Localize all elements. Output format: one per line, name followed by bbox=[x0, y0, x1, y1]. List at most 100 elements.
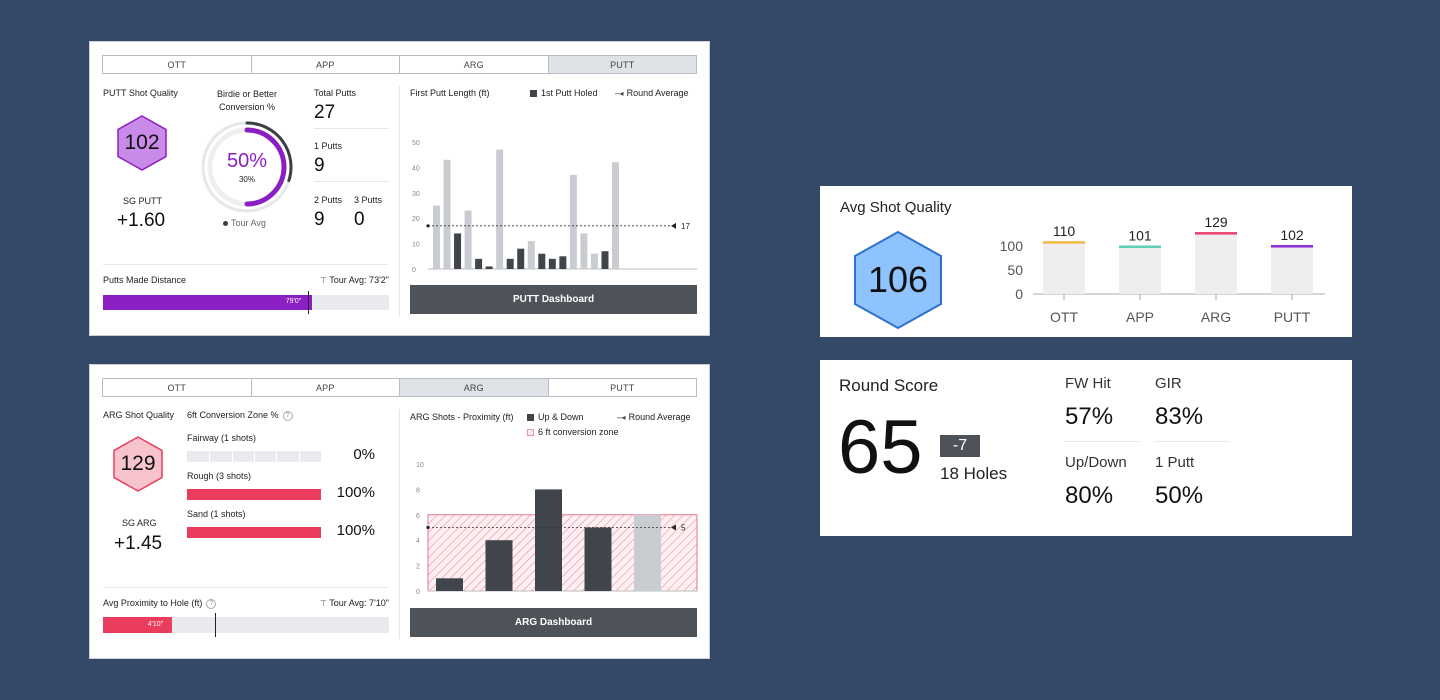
arg-card: OTT APP ARG PUTT ARG Shot Quality 129 SG… bbox=[89, 364, 710, 659]
y-tick-label: 30 bbox=[412, 191, 420, 198]
y-tick-label: 4 bbox=[416, 538, 420, 545]
y-tick-label: 0 bbox=[1015, 286, 1023, 302]
sg-value: +1.45 bbox=[114, 533, 163, 554]
tab-ott[interactable]: OTT bbox=[103, 56, 252, 73]
y-tick-label: 0 bbox=[412, 267, 416, 274]
bar-missed bbox=[496, 149, 504, 269]
total-putts-label: Total Putts bbox=[314, 88, 357, 98]
bar-missed bbox=[464, 210, 472, 269]
quality-bar bbox=[1119, 245, 1161, 294]
zone-track bbox=[187, 527, 321, 538]
help-icon[interactable]: ? bbox=[282, 410, 293, 421]
chart-legend: Up & Down ---◂ Round Average 6 ft convers… bbox=[527, 410, 690, 439]
tour-avg-marker bbox=[214, 613, 216, 637]
tab-app[interactable]: APP bbox=[252, 379, 400, 396]
tour-avg-marker bbox=[307, 291, 309, 314]
avg-shot-quality-chart: 0 50 100 110 OTT 101 APP 129 ARG 102 PUTT bbox=[1000, 214, 1325, 325]
tour-marker-icon: ⊤ bbox=[319, 276, 327, 285]
birdie-tour-value: 30% bbox=[238, 175, 255, 184]
help-icon[interactable]: ? bbox=[206, 598, 217, 609]
three-putts-value: 0 bbox=[354, 209, 365, 230]
round-score-label: Round Score bbox=[839, 376, 939, 395]
divider bbox=[103, 587, 388, 588]
chart-title: First Putt Length (ft) bbox=[410, 88, 490, 98]
three-putts-label: 3 Putts bbox=[354, 195, 383, 205]
tab-arg[interactable]: ARG bbox=[400, 56, 549, 73]
total-putts-value: 27 bbox=[314, 102, 336, 123]
chart-title: ARG Shots - Proximity (ft) bbox=[410, 412, 514, 422]
bar-missed bbox=[527, 241, 535, 269]
birdie-conversion-label: Birdie or Better Conversion % bbox=[216, 89, 278, 112]
category-label: OTT bbox=[1050, 309, 1078, 325]
bar-holed bbox=[538, 253, 546, 269]
zone-value: 100% bbox=[336, 522, 375, 539]
bar-holed bbox=[454, 233, 462, 269]
divider bbox=[1155, 441, 1229, 442]
fw-hit-value: 57% bbox=[1065, 403, 1114, 430]
avg-hexagon: 106 bbox=[850, 229, 946, 331]
tab-putt[interactable]: PUTT bbox=[548, 56, 696, 73]
tab-arg[interactable]: ARG bbox=[400, 379, 549, 396]
arg-dashboard-button[interactable]: ARG Dashboard bbox=[410, 608, 697, 637]
round-score-card: Round Score 65 -7 18 Holes FW Hit 57% GI… bbox=[820, 360, 1352, 536]
made-distance-tour-avg: ⊤ Tour Avg: 73'2" bbox=[319, 275, 389, 285]
putt-dashboard-button[interactable]: PUTT Dashboard bbox=[410, 285, 697, 314]
round-score-value: 65 bbox=[838, 405, 923, 490]
zone-track bbox=[187, 451, 321, 462]
bar-holed bbox=[601, 251, 609, 269]
zone-fill bbox=[187, 527, 321, 538]
to-par-badge: -7 bbox=[940, 435, 980, 457]
quality-bar-cap bbox=[1195, 232, 1237, 235]
bar-holed bbox=[506, 258, 514, 269]
shot-quality-label: ARG Shot Quality bbox=[103, 410, 175, 420]
one-putt-value: 50% bbox=[1155, 482, 1204, 509]
bar-holed bbox=[485, 266, 493, 269]
shot-quality-hexagon: 129 bbox=[111, 435, 165, 493]
one-putts-label: 1 Putts bbox=[314, 141, 343, 151]
avg-shot-quality-card: Avg Shot Quality 106 0 50 100 110 OTT 101 APP 1… bbox=[820, 186, 1352, 337]
first-putt-chart: 0 10 20 30 40 50 17 bbox=[412, 140, 697, 274]
arg-proximity-chart: 0 2 4 6 8 10 5 bbox=[416, 462, 698, 596]
y-tick-label: 10 bbox=[416, 462, 424, 469]
one-putts-value: 9 bbox=[314, 155, 325, 176]
zone-value: 0% bbox=[353, 446, 375, 463]
hatch-square-icon bbox=[527, 428, 534, 436]
y-tick-label: 40 bbox=[412, 165, 420, 172]
hexagon-icon bbox=[854, 230, 942, 330]
made-distance-label: Putts Made Distance bbox=[103, 275, 187, 285]
birdie-arc bbox=[244, 127, 287, 207]
tab-putt[interactable]: PUTT bbox=[610, 382, 635, 393]
dash-arrow-icon: ---◂ bbox=[614, 89, 624, 99]
square-icon bbox=[530, 90, 537, 98]
bar-missed bbox=[443, 159, 451, 269]
up-down-value: 80% bbox=[1065, 482, 1114, 509]
birdie-gauge bbox=[201, 121, 293, 213]
value-label: 110 bbox=[1053, 223, 1076, 239]
made-distance-value: 79'0" bbox=[285, 298, 302, 305]
gir-value: 83% bbox=[1155, 403, 1204, 430]
y-tick-label: 50 bbox=[412, 140, 420, 147]
tour-avg-legend: Tour Avg bbox=[223, 218, 266, 228]
avg-arrow bbox=[671, 524, 676, 531]
zone-track bbox=[187, 489, 321, 500]
bar bbox=[535, 489, 562, 591]
shot-quality-value: 102 bbox=[124, 131, 160, 154]
divider bbox=[103, 264, 388, 265]
divider bbox=[314, 181, 389, 182]
bar-holed bbox=[548, 258, 556, 269]
tour-marker-icon: ⊤ bbox=[319, 599, 327, 608]
y-tick-label: 10 bbox=[412, 242, 420, 249]
y-tick-label: 20 bbox=[412, 216, 420, 223]
proximity-tour-avg: ⊤ Tour Avg: 7'10" bbox=[319, 598, 389, 608]
tour-avg-arc bbox=[245, 121, 293, 183]
chart-legend: 1st Putt Holed ---◂ Round Average bbox=[530, 88, 688, 98]
avg-value: 106 bbox=[867, 259, 929, 300]
bar-holed bbox=[517, 248, 525, 269]
sg-value: +1.60 bbox=[117, 210, 166, 231]
tab-ott[interactable]: OTT bbox=[103, 379, 252, 396]
tab-app[interactable]: APP bbox=[252, 56, 400, 73]
quality-bar-cap bbox=[1271, 245, 1313, 248]
avg-arrow bbox=[671, 222, 676, 229]
card-title: Avg Shot Quality bbox=[840, 199, 952, 216]
bar-missed bbox=[569, 175, 577, 269]
